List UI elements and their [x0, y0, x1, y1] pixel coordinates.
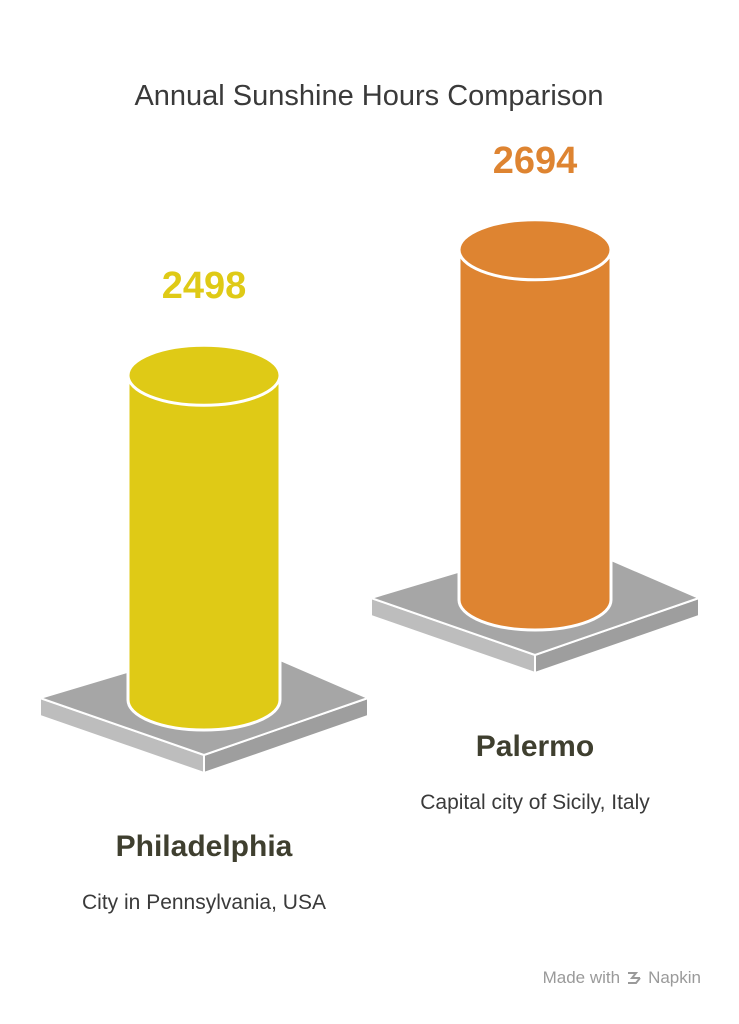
- value-label: 2694: [492, 139, 578, 182]
- cylinder-top: [126, 343, 282, 407]
- cylinder-top: [457, 218, 613, 282]
- value-label: 2498: [161, 265, 247, 308]
- footer: Made with Napkin: [543, 968, 701, 988]
- chart-title: Annual Sunshine Hours Comparison: [134, 80, 604, 112]
- footer-prefix: Made with: [542, 968, 621, 987]
- bar: [128, 375, 280, 700]
- category-description: Capital city of Sicily, Italy: [420, 791, 650, 814]
- category-label: Philadelphia: [115, 830, 293, 863]
- category-label: Palermo: [475, 730, 595, 763]
- footer-brand: Napkin: [648, 968, 701, 987]
- napkin-icon: [628, 972, 641, 984]
- category-description: City in Pennsylvania, USA: [82, 891, 326, 914]
- bar: [459, 249, 611, 600]
